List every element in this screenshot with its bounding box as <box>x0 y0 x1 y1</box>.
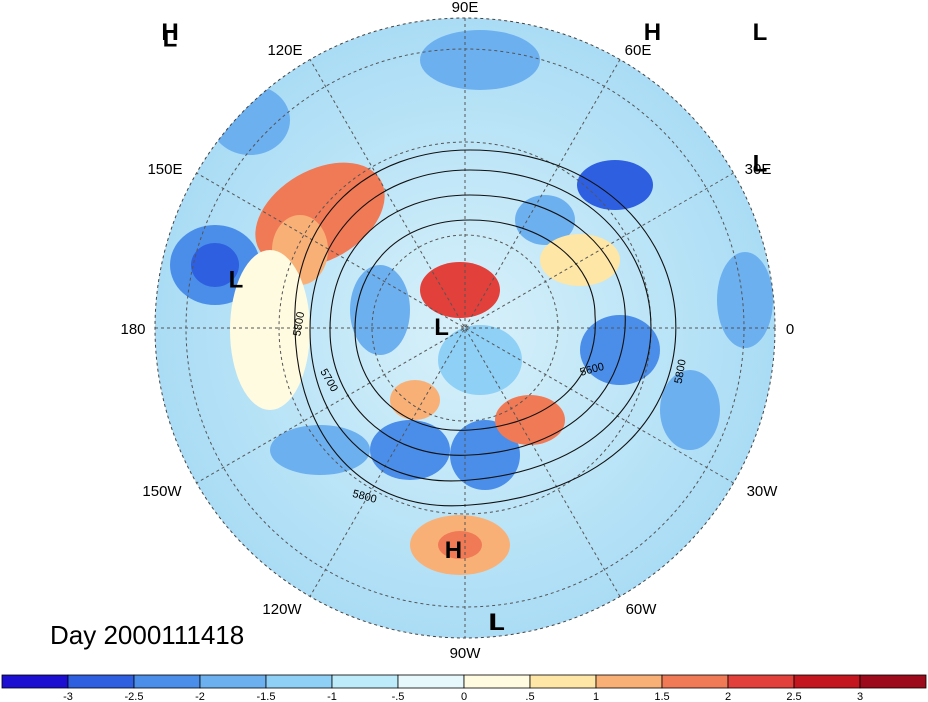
colorbar-tick-label: -2.5 <box>125 691 144 702</box>
colorbar-tick-label: -1.5 <box>257 691 276 702</box>
low-pressure-marker: L <box>434 314 449 341</box>
high-pressure-marker: H <box>161 19 178 46</box>
colorbar-swatch <box>199 674 267 689</box>
map-boundary <box>154 17 776 639</box>
lon-label-30e: 30E <box>745 161 772 178</box>
colorbar-tick-label: 2 <box>725 691 731 702</box>
map-title: Day 2000111418 <box>50 620 245 650</box>
graticule <box>155 18 775 638</box>
high-pressure-marker: H <box>644 19 661 46</box>
lon-label-60e: 60E <box>625 42 652 59</box>
colorbar-tick-label: .5 <box>525 691 534 702</box>
longitude-labels: 90E 60E 30E 0 30W 60W 90W 120W 150W 180 … <box>120 0 794 662</box>
colorbar-tick-label: 1.5 <box>654 691 669 702</box>
colorbar-swatch <box>727 674 795 689</box>
colorbar-swatch <box>67 674 135 689</box>
low-pressure-marker: L <box>753 19 768 46</box>
lon-label-150e: 150E <box>147 161 182 178</box>
colorbar-swatch <box>793 674 861 689</box>
colorbar-swatch <box>133 674 201 689</box>
colorbar-swatch <box>529 674 597 689</box>
lon-label-120e: 120E <box>267 42 302 59</box>
colorbar-swatch <box>859 674 927 689</box>
colorbar-tick-label: 0 <box>461 691 467 702</box>
colorbar-swatch <box>661 674 729 689</box>
contour-label: 5800 <box>291 311 307 337</box>
lon-label-120w: 120W <box>262 601 302 618</box>
low-pressure-marker: L <box>753 151 768 178</box>
colorbar-swatch <box>595 674 663 689</box>
colorbar-swatch <box>331 674 399 689</box>
colorbar-tick-label: 2.5 <box>786 691 801 702</box>
low-pressure-marker: L <box>489 609 504 636</box>
colorbar-tick-label: 1 <box>593 691 599 702</box>
lon-label-60w: 60W <box>626 601 658 618</box>
colorbar-tick-label: -1 <box>327 691 337 702</box>
colorbar-tick-label: -3 <box>63 691 73 702</box>
lon-label-0: 0 <box>786 321 794 338</box>
lon-label-90w: 90W <box>450 645 482 662</box>
low-pressure-marker: L <box>229 266 244 293</box>
lon-label-180: 180 <box>120 321 145 338</box>
colorbar-swatch <box>397 674 465 689</box>
low-pressure-marker: L <box>163 26 178 53</box>
contour-label: 5800 <box>673 358 689 384</box>
high-pressure-marker: H <box>445 537 462 564</box>
colorbar: -3 -2.5 -2 -1.5 -1 -.5 0 .5 1 1.5 2 2.5 3 <box>1 674 927 702</box>
lon-label-90e: 90E <box>452 0 479 16</box>
colorbar-tick-label: 3 <box>857 691 863 702</box>
low-pressure-marker: L <box>490 609 505 636</box>
colorbar-swatch <box>265 674 333 689</box>
high-pressure-marker: H <box>161 19 178 46</box>
colorbar-swatch <box>463 674 531 689</box>
lon-label-30w: 30W <box>747 483 779 500</box>
colorbar-tick-label: -2 <box>195 691 205 702</box>
lon-label-150w: 150W <box>142 483 182 500</box>
height-contours <box>294 149 677 507</box>
colorbar-swatch <box>1 674 69 689</box>
colorbar-tick-label: -.5 <box>392 691 405 702</box>
